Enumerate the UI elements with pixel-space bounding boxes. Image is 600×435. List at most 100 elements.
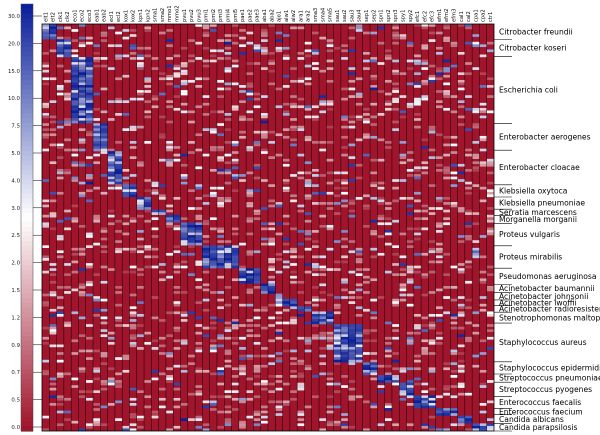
heatmap-cell — [56, 44, 65, 48]
heatmap-cell — [472, 331, 480, 335]
heatmap-cell — [326, 67, 334, 70]
heatmap-cell — [71, 95, 79, 98]
heatmap-cell — [100, 423, 108, 427]
heatmap-cell — [391, 382, 400, 386]
heatmap-cell — [42, 36, 50, 40]
heatmap-cell — [391, 59, 400, 63]
heatmap-cell — [93, 161, 101, 165]
heatmap-cell — [289, 303, 298, 307]
color-scale-tick-label: 5.0 — [11, 151, 20, 157]
heatmap-cell — [107, 118, 116, 121]
heatmap-cell — [216, 202, 225, 205]
heatmap-cell — [297, 413, 305, 416]
heatmap-cell — [472, 107, 480, 111]
heatmap-cell — [216, 306, 225, 310]
heatmap-cell — [275, 298, 283, 302]
heatmap-cell — [63, 171, 72, 175]
heatmap-cell — [450, 362, 458, 366]
heatmap-cell — [464, 62, 473, 65]
heatmap-cell — [260, 420, 269, 424]
heatmap-cell — [78, 349, 86, 353]
heatmap-cell — [107, 163, 116, 167]
heatmap-cell — [406, 151, 414, 154]
heatmap-cell — [78, 115, 86, 119]
heatmap-cell — [93, 44, 101, 48]
heatmap-cell — [93, 153, 101, 157]
heatmap-cell — [464, 336, 473, 340]
column-label: eab1 — [94, 9, 100, 22]
heatmap-cell — [151, 212, 159, 215]
heatmap-cell — [413, 395, 422, 399]
heatmap-cell — [49, 326, 57, 330]
heatmap-cell — [253, 410, 261, 414]
heatmap-cell — [71, 64, 79, 68]
heatmap-cell — [246, 232, 254, 236]
heatmap-cell — [246, 148, 254, 152]
heatmap-cell — [56, 125, 65, 129]
heatmap-cell — [289, 174, 298, 177]
heatmap-cell — [362, 268, 371, 271]
heatmap-cell — [479, 339, 487, 343]
heatmap-cell — [457, 359, 465, 363]
heatmap-cell — [78, 62, 86, 65]
heatmap-cell — [413, 252, 422, 256]
heatmap-cell — [165, 204, 174, 208]
heatmap-cell — [297, 410, 305, 414]
heatmap-cell — [399, 385, 407, 388]
heatmap-cell — [224, 199, 232, 203]
heatmap-cell — [391, 298, 400, 302]
heatmap-cell — [78, 57, 86, 60]
heatmap-cell — [384, 270, 393, 274]
heatmap-cell — [399, 283, 407, 287]
heatmap-cell — [297, 375, 305, 378]
heatmap-cell — [391, 120, 400, 124]
heatmap-cell — [391, 359, 400, 363]
heatmap-cell — [224, 67, 232, 70]
heatmap-cell — [151, 410, 159, 414]
heatmap-cell — [275, 387, 283, 391]
heatmap-cell — [136, 125, 145, 129]
heatmap-cell — [224, 240, 232, 243]
heatmap-cell — [442, 90, 451, 93]
heatmap-cell — [129, 326, 137, 330]
heatmap-cell — [282, 34, 291, 37]
heatmap-cell — [93, 423, 101, 427]
heatmap-cell — [275, 296, 283, 299]
heatmap-cell — [151, 296, 159, 299]
heatmap-cell — [428, 148, 436, 152]
heatmap-cell — [93, 125, 101, 129]
heatmap-cell — [464, 321, 473, 325]
heatmap-cell — [253, 92, 261, 96]
heatmap-cell — [114, 319, 123, 322]
heatmap-cell — [333, 326, 342, 330]
color-scale-step — [21, 203, 33, 209]
heatmap-cell — [348, 341, 356, 345]
heatmap-cell — [216, 260, 225, 264]
heatmap-cell — [486, 41, 495, 45]
heatmap-cell — [260, 291, 269, 294]
heatmap-cell — [180, 364, 188, 368]
color-scale-tick-label: 7.5 — [11, 124, 20, 130]
heatmap-cell — [275, 153, 283, 157]
heatmap-cell — [202, 235, 210, 238]
color-scale-step — [21, 117, 33, 124]
heatmap-cell — [362, 135, 371, 139]
heatmap-cell — [151, 255, 159, 259]
heatmap-cell — [297, 359, 305, 363]
heatmap-cell — [479, 135, 487, 139]
heatmap-cell — [289, 390, 298, 393]
heatmap-cell — [78, 118, 86, 121]
heatmap-cell — [275, 49, 283, 53]
heatmap-cell — [63, 148, 72, 152]
heatmap-cell — [144, 46, 152, 50]
heatmap-cell — [304, 64, 312, 68]
heatmap-cell — [209, 247, 218, 251]
heatmap-cell — [100, 354, 108, 358]
heatmap-cell — [85, 181, 94, 185]
heatmap-cell — [231, 260, 239, 264]
heatmap-cell — [428, 128, 436, 131]
heatmap-cell — [442, 69, 451, 73]
heatmap-cell — [282, 222, 291, 226]
heatmap-cell — [129, 428, 137, 432]
heatmap-cell — [158, 133, 167, 137]
